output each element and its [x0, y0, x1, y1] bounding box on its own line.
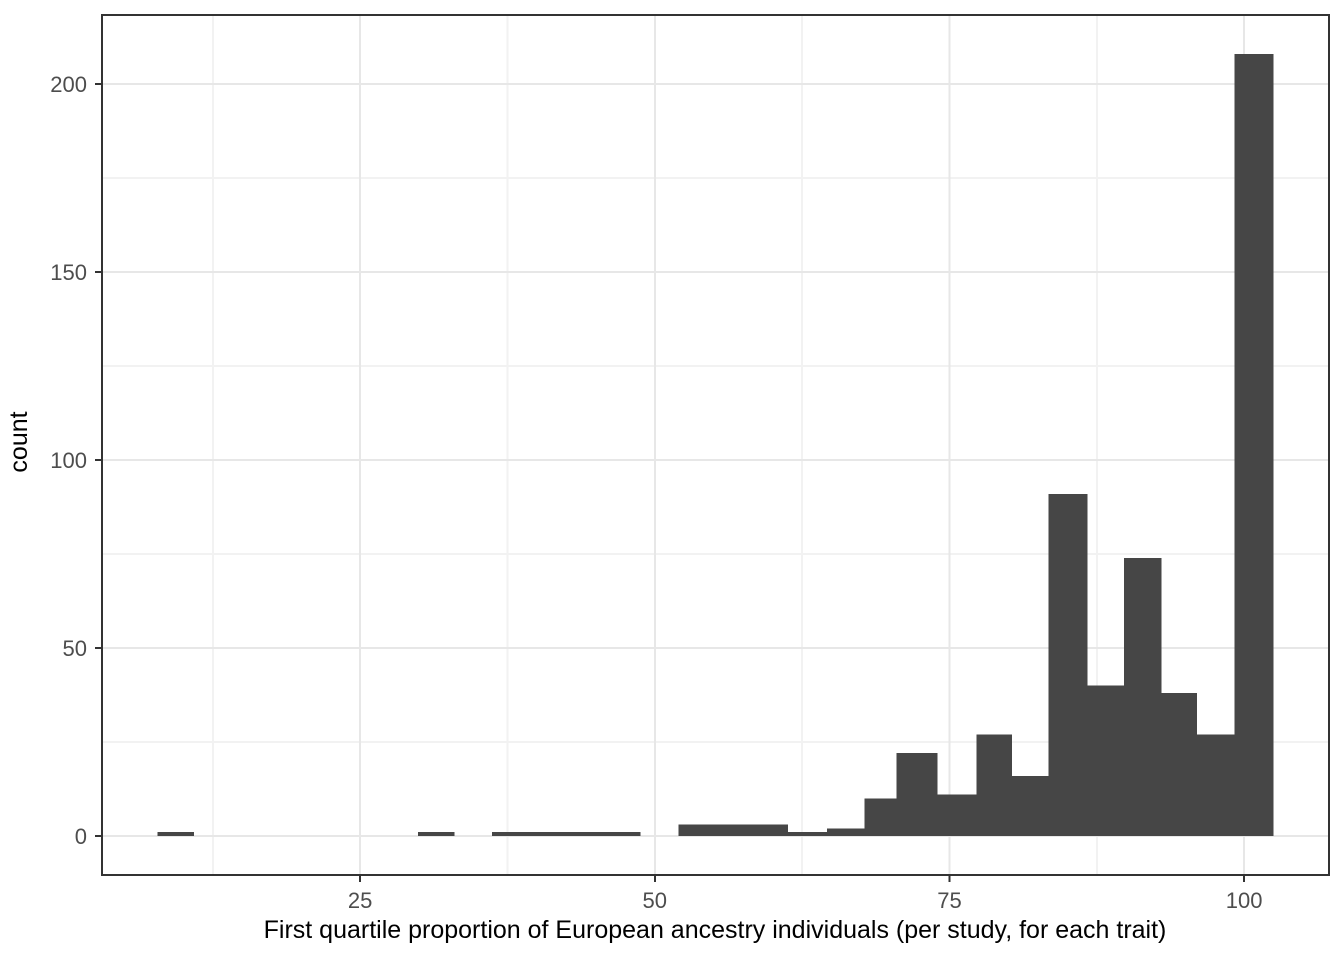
y-tick-label: 100: [50, 448, 87, 473]
histogram-bar: [937, 794, 977, 836]
y-tick-label: 0: [75, 824, 87, 849]
histogram-bar: [1087, 685, 1124, 836]
histogram-bar: [157, 832, 194, 836]
histogram-bar: [976, 734, 1012, 836]
histogram-bar: [1161, 693, 1197, 836]
histogram-bar: [787, 832, 827, 836]
histogram-bar: [1196, 734, 1235, 836]
x-tick-label: 75: [937, 888, 961, 913]
y-tick-label: 50: [63, 636, 87, 661]
histogram-bars: [157, 54, 1274, 836]
histogram-bar: [714, 824, 752, 836]
histogram-bar: [751, 824, 788, 836]
histogram-bar: [1123, 557, 1162, 836]
histogram-bar: [492, 832, 529, 836]
histogram-bar: [826, 828, 865, 836]
histogram-bar: [528, 832, 567, 836]
histogram-bar: [864, 798, 897, 836]
x-axis-title: First quartile proportion of European an…: [264, 916, 1167, 944]
x-tick-label: 100: [1226, 888, 1263, 913]
histogram-bar: [896, 753, 938, 836]
histogram-bar: [566, 832, 605, 836]
histogram-bar: [678, 824, 715, 836]
x-tick-label: 50: [643, 888, 667, 913]
x-tick-label: 25: [348, 888, 372, 913]
histogram-bar: [1234, 54, 1274, 836]
y-tick-label: 200: [50, 72, 87, 97]
axis-tick-labels: 25 50 75 100 0 50 100 150 200: [50, 72, 1262, 913]
histogram-bar: [604, 832, 641, 836]
histogram-bar: [1011, 775, 1049, 836]
axis-tick-marks: [95, 83, 1246, 882]
minor-gridlines: [102, 15, 1329, 875]
histogram-bar: [417, 832, 455, 836]
y-axis-title: count: [5, 411, 33, 472]
panel-border: [101, 14, 1330, 876]
y-tick-label: 150: [50, 260, 87, 285]
histogram-bar: [1048, 493, 1088, 836]
